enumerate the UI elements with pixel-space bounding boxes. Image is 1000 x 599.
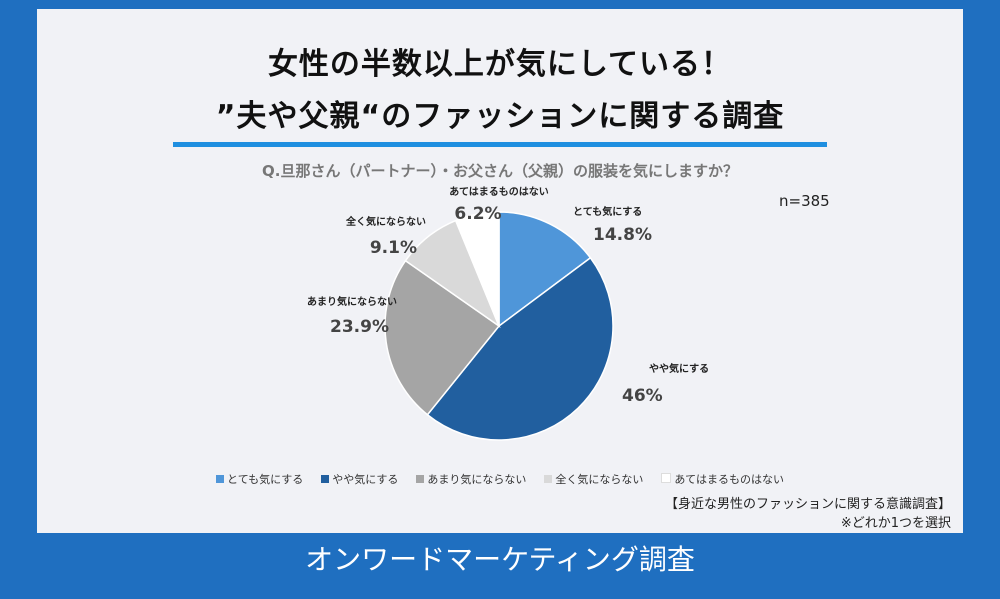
legend-item: あまり気にならない: [416, 471, 526, 487]
slice-category-label: あてはまるものはない: [449, 185, 549, 198]
slice-category-label: 全く気にならない: [345, 215, 426, 228]
legend-item: とても気にする: [216, 471, 303, 487]
legend-swatch: [321, 475, 330, 483]
legend-label: やや気にする: [332, 473, 399, 486]
pie-slice-1: [498, 211, 592, 328]
legend-item: あてはまるものはない: [661, 471, 784, 487]
title-line-1: 女性の半数以上が気にしている！: [267, 47, 733, 82]
slice-value-label: 23.9%: [330, 317, 389, 337]
slice-value-label: 46%: [622, 386, 663, 406]
legend-label: あまり気にならない: [427, 473, 527, 486]
selection-note: ※どれか1つを選択: [840, 516, 951, 531]
legend-item: やや気にする: [321, 471, 398, 487]
legend-swatch: [416, 475, 425, 483]
source-note: 【身近な男性のファッションに関する意識調査】: [664, 497, 951, 512]
legend-label: あてはまるものはない: [674, 473, 784, 486]
legend-label: 全く気にならない: [555, 473, 644, 486]
survey-question: Q.旦那さん（パートナー）・お父さん（父親）の服装を気にしますか？: [262, 162, 738, 180]
pie-chart: とても気にする 14.8% やや気にする 46% あまり気にならない 23.9% 全く気にな…: [307, 185, 709, 441]
legend-item: 全く気にならない: [544, 471, 643, 487]
slice-value-label: 6.2%: [454, 204, 501, 224]
slice-category-label: あまり気にならない: [307, 295, 397, 308]
pie-slice-2: [426, 256, 614, 441]
legend-label: とても気にする: [227, 473, 304, 486]
legend-swatch: [661, 473, 672, 483]
legend-swatch: [216, 475, 225, 483]
pie-slice-5: [454, 211, 500, 327]
title-divider: [173, 142, 827, 147]
slice-value-label: 14.8%: [593, 225, 652, 245]
pie-slice-3: [384, 259, 501, 416]
chart-legend: とても気にする やや気にする あまり気にならない 全く気にならない あてはまるものはない: [37, 471, 963, 487]
legend-swatch: [544, 475, 553, 483]
footer-banner: オンワードマーケティング調査: [305, 543, 695, 576]
infographic-card: 女性の半数以上が気にしている！ ”夫や父親“のファッションに関する調査 Q.旦那…: [37, 9, 963, 533]
slice-category-label: とても気にする: [573, 205, 642, 218]
slice-value-label: 9.1%: [370, 238, 417, 258]
slice-category-label: やや気にする: [649, 362, 709, 375]
sample-size: n=385: [779, 192, 830, 210]
title-line-2: ”夫や父親“のファッションに関する調査: [215, 99, 785, 134]
